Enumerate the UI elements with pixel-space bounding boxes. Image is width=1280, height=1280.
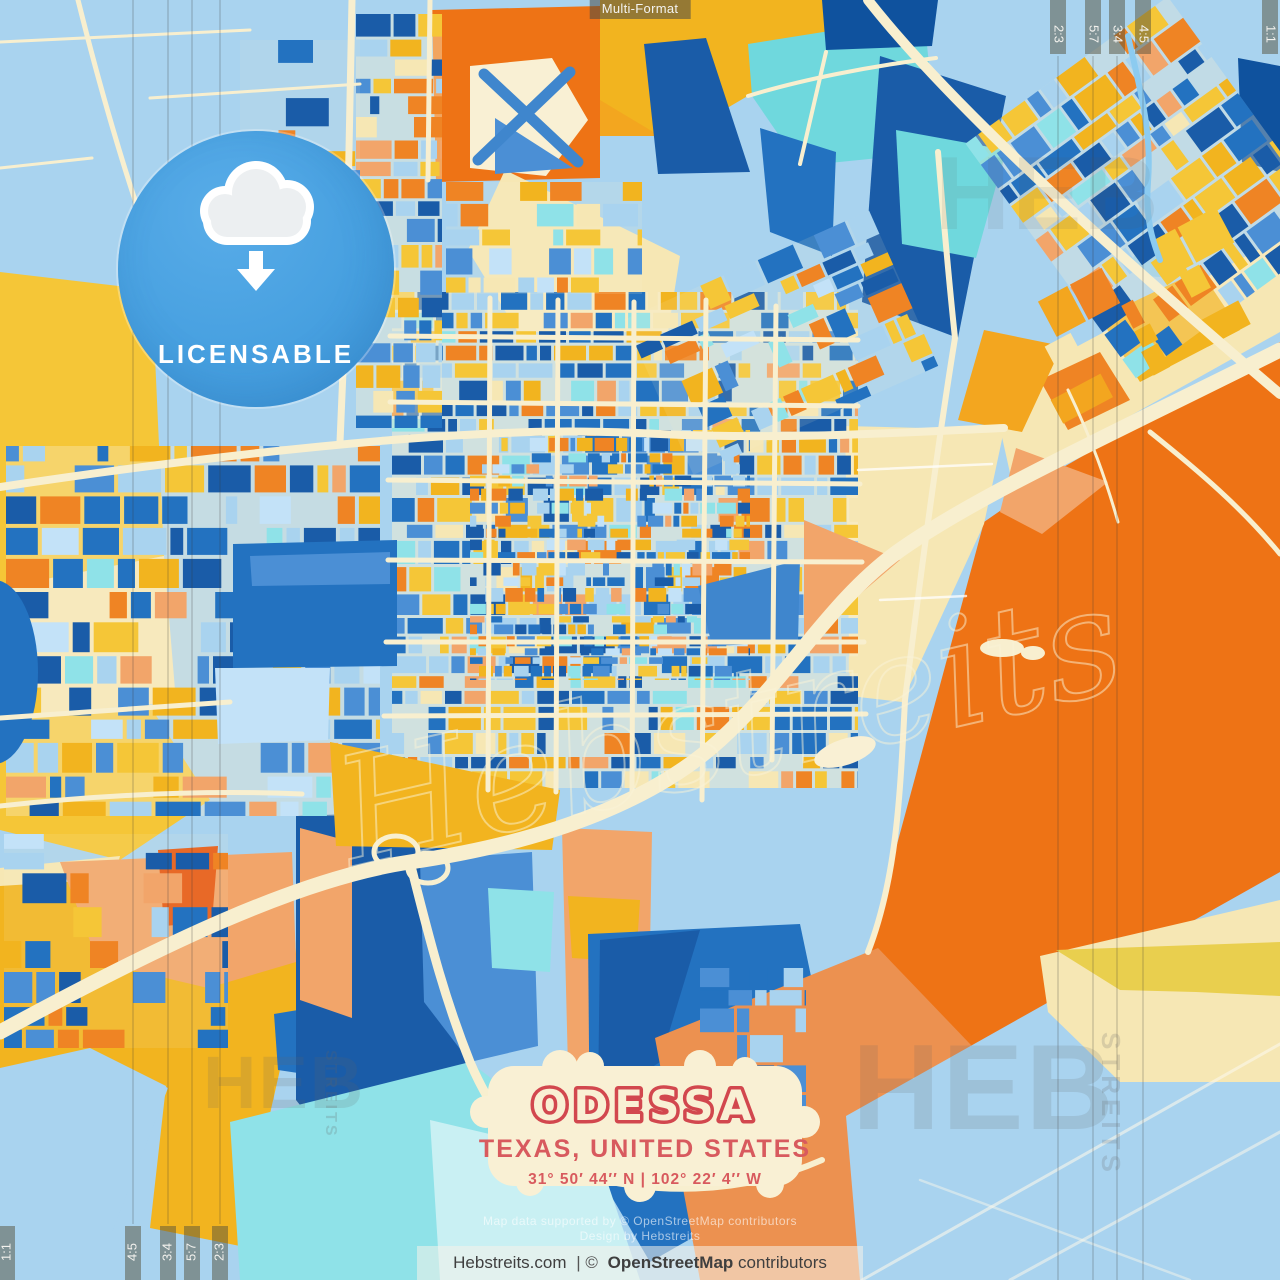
credit-line-1: Map data supported by © OpenStreetMap co…: [482, 1214, 797, 1228]
footer-credit: Hebstreits.com | © OpenStreetMap contrib…: [417, 1246, 863, 1280]
map-credits: Map data supported by © OpenStreetMap co…: [0, 1214, 1280, 1244]
svg-text:3:4: 3:4: [1111, 25, 1126, 43]
format-tag: Multi-Format: [589, 0, 691, 19]
svg-text:1:1: 1:1: [1264, 25, 1279, 43]
district-band-parcels: [1037, 207, 1251, 424]
licensable-label: LICENSABLE: [157, 339, 355, 369]
download-arrow-icon: [237, 251, 275, 291]
svg-text:3:4: 3:4: [159, 1243, 174, 1261]
cloud-download-icon: [200, 161, 314, 291]
credit-line-2: Design by Hebstreits: [579, 1229, 701, 1243]
svg-text:2:3: 2:3: [211, 1243, 226, 1261]
svg-text:4:5: 4:5: [124, 1243, 139, 1261]
svg-text:5:7: 5:7: [1087, 25, 1102, 43]
map-districts: [4, 0, 1280, 1108]
district-airport-south: [446, 182, 642, 294]
title-card-blob: [470, 1050, 820, 1202]
footer-contributors: contributors: [738, 1253, 827, 1272]
footer-osm-link[interactable]: OpenStreetMap: [607, 1253, 734, 1272]
licensable-badge[interactable]: LICENSABLE: [118, 131, 394, 407]
footer-separator: | ©: [576, 1253, 598, 1272]
svg-text:5:7: 5:7: [183, 1243, 198, 1261]
footer-site[interactable]: Hebstreits.com: [453, 1253, 567, 1272]
svg-text:1:1: 1:1: [0, 1243, 13, 1261]
svg-text:2:3: 2:3: [1052, 25, 1067, 43]
svg-text:4:5: 4:5: [1137, 25, 1152, 43]
